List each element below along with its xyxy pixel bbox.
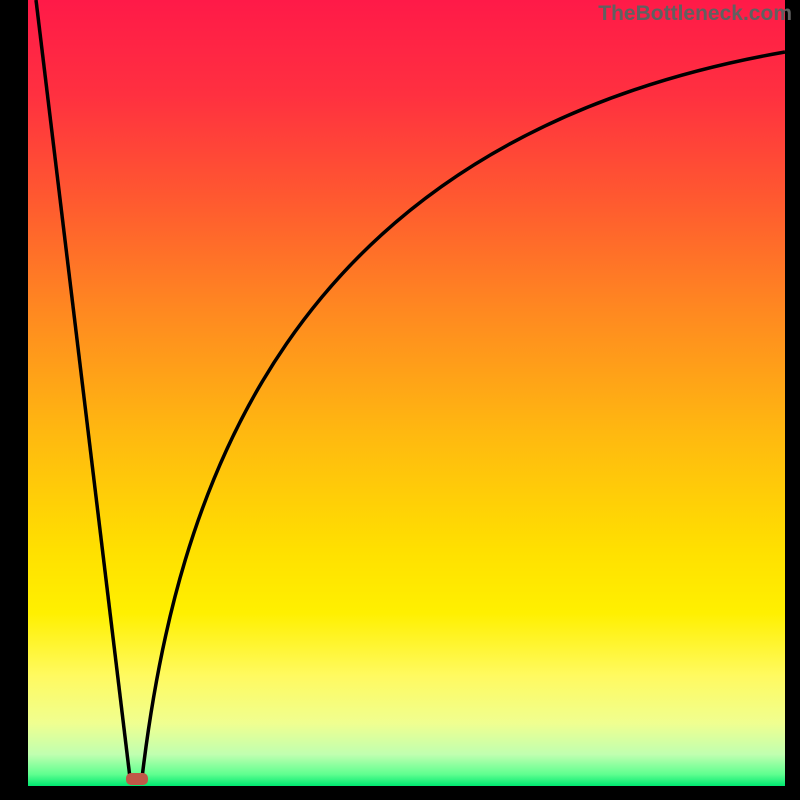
chart-svg: [0, 0, 800, 800]
optimal-marker: [126, 773, 148, 785]
watermark-text: TheBottleneck.com: [598, 2, 792, 26]
gradient-background: [28, 0, 785, 786]
